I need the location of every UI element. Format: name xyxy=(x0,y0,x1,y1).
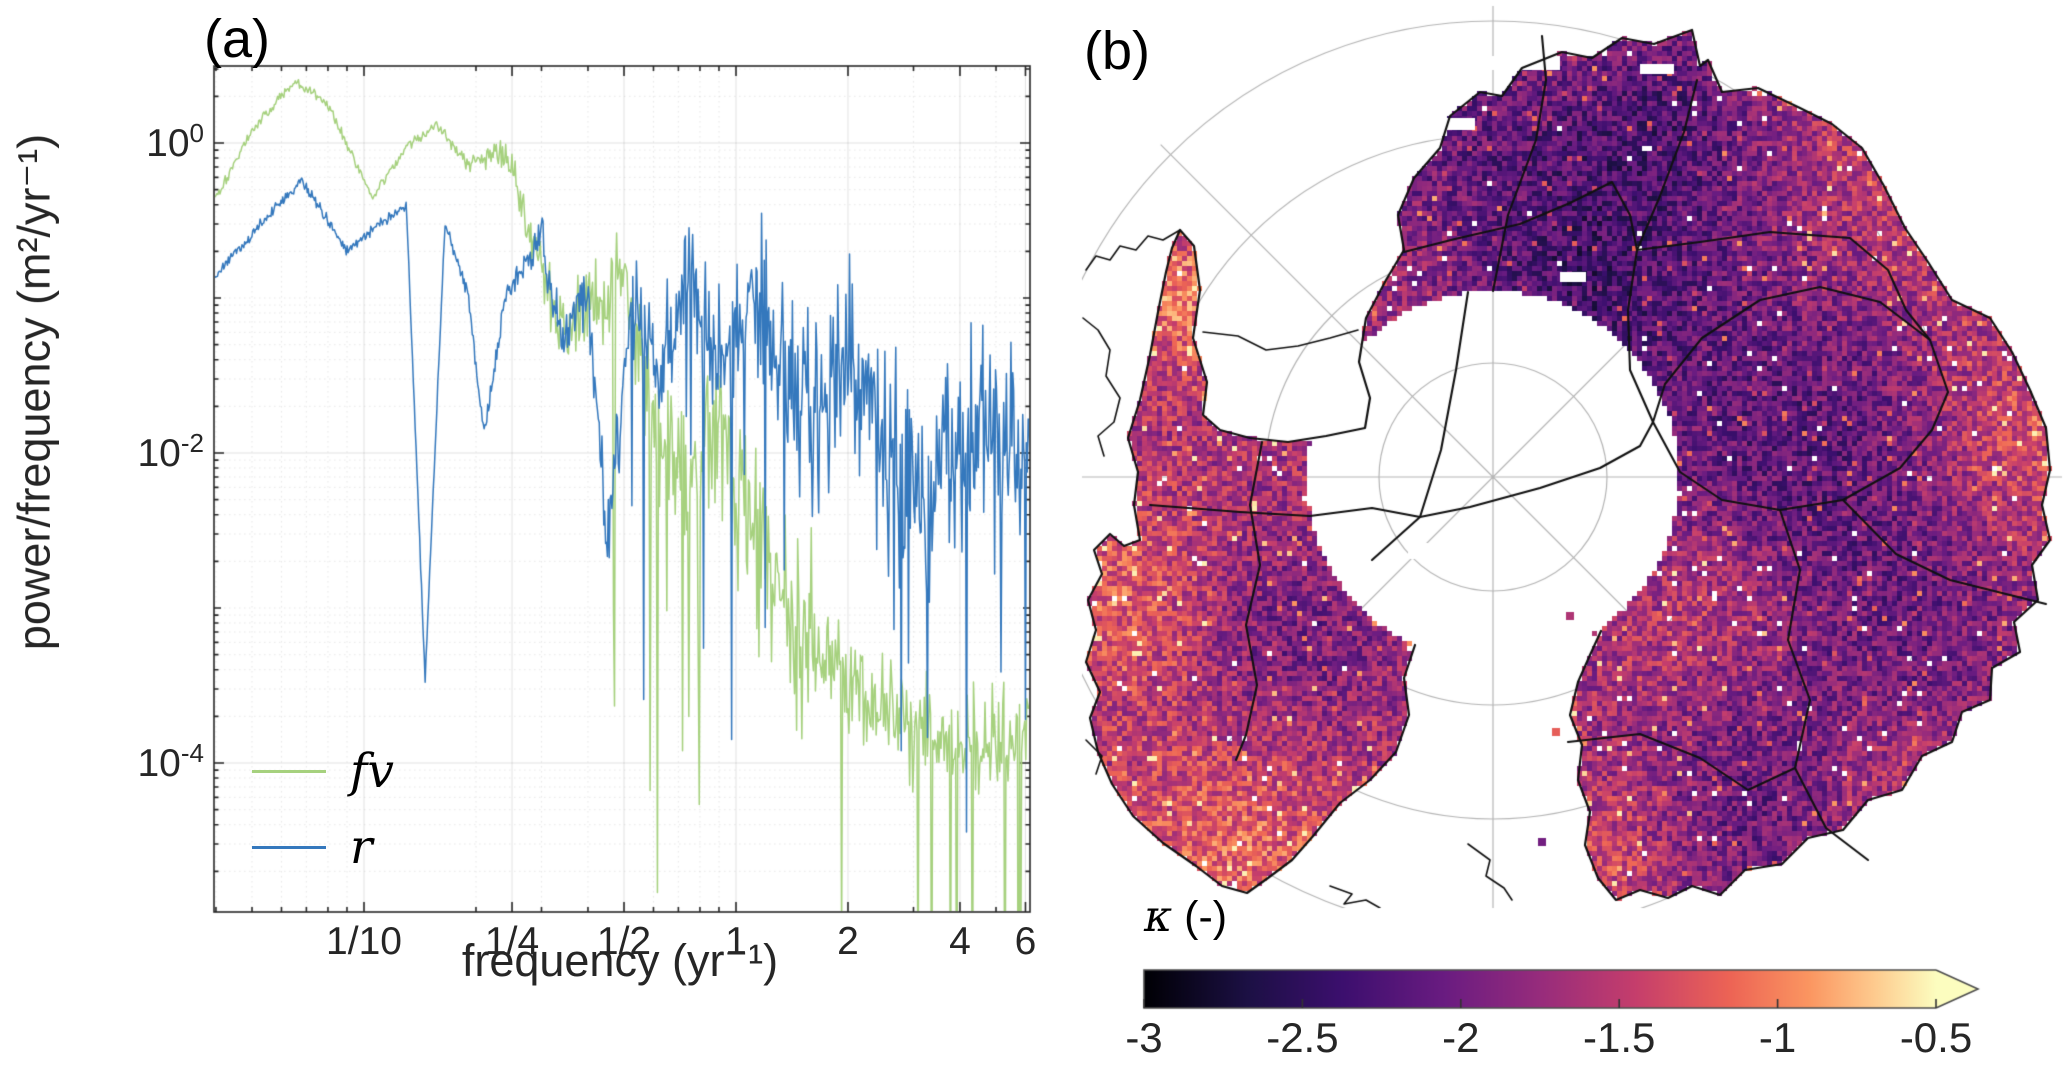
legend-item-r: r xyxy=(252,816,394,878)
panel-b-label: (b) xyxy=(1084,21,1150,81)
colorbar-tick-label: -2 xyxy=(1442,1014,1480,1061)
axis-title-y: power/frequency (m²/yr⁻¹) xyxy=(8,133,60,651)
x-tick-label: 1/4 xyxy=(484,920,540,963)
legend-item-fv: fv xyxy=(252,740,394,802)
colorbar-tick-label: -1 xyxy=(1758,1014,1797,1061)
colorbar-tick-label: -2.5 xyxy=(1266,1014,1339,1061)
panel-a-label: (a) xyxy=(204,9,270,69)
kappa-symbol: κ xyxy=(1144,892,1173,942)
legend: fv r xyxy=(252,740,394,892)
kappa-units: (-) xyxy=(1184,893,1228,941)
legend-swatch-fv xyxy=(252,769,326,773)
y-tick-label: 10-2 xyxy=(137,428,204,476)
legend-label-r: r xyxy=(350,819,373,875)
colorbar-tick-label: -0.5 xyxy=(1899,1014,1973,1061)
y-tick-label: 10-4 xyxy=(137,738,204,786)
x-tick-label: 2 xyxy=(837,920,859,963)
axis-title-x: frequency (yr⁻¹) xyxy=(461,935,779,986)
x-tick-label: 1 xyxy=(725,920,747,963)
x-tick-label: 1/2 xyxy=(596,920,652,963)
y-tick-label: 100 xyxy=(146,118,204,166)
colorbar-title: κ (-) xyxy=(1144,892,1227,942)
colorbar-tick-label: -1.5 xyxy=(1583,1014,1656,1061)
colorbar-tick-label: -3 xyxy=(1125,1014,1163,1061)
x-tick-label: 4 xyxy=(949,920,971,963)
legend-label-fv: fv xyxy=(350,743,394,799)
x-tick-label: 6 xyxy=(1014,920,1037,963)
x-tick-label: 1/10 xyxy=(326,920,402,963)
legend-swatch-r xyxy=(252,845,326,849)
